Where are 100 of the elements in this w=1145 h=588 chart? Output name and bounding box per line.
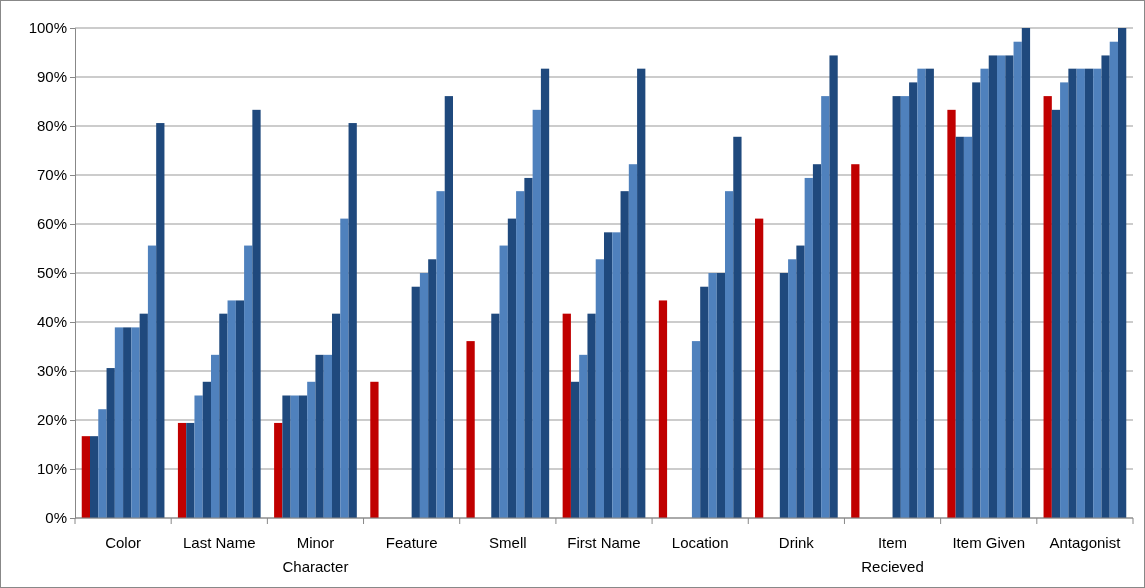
bar [963,136,973,518]
y-tick-label: 90% [36,68,67,86]
bar [587,313,596,518]
y-tick-label: 50% [36,264,67,282]
bar [779,273,789,518]
bar [997,55,1006,518]
bar [562,313,571,518]
bar [988,55,997,518]
bar [307,381,316,518]
bar [900,96,910,518]
bar [1068,68,1077,518]
bar [947,109,956,518]
bar [411,286,420,518]
bar [604,232,613,518]
bar [595,259,604,518]
bar [612,232,621,518]
bar [252,109,261,518]
y-tick-label: 70% [36,166,67,184]
bar [637,68,646,518]
bar [370,381,379,518]
x-tick-label: Last Name [183,534,256,551]
x-tick-label: Item Recieved [861,534,924,575]
bar [177,422,187,518]
bar [925,68,934,518]
x-tick-label: Antagonist [1049,534,1122,551]
bar [708,273,717,518]
bar [812,164,822,518]
bar [1076,68,1085,518]
bar [123,327,132,518]
bar [1005,55,1014,518]
bar [755,218,764,518]
bar [788,259,797,518]
bar [796,245,805,518]
bar [917,68,926,518]
bar [139,313,148,518]
bar [186,422,195,518]
bar [131,327,140,518]
bar [282,395,291,518]
bar [332,313,341,518]
bar [716,273,725,518]
bar [540,68,550,518]
bar [290,395,299,518]
x-tick-label: Minor Character [282,534,349,575]
bar [235,300,245,518]
bar [804,177,813,518]
bar [570,381,580,518]
bar [315,354,324,518]
bar [106,368,115,518]
bar [1084,68,1094,518]
y-tick-label: 10% [36,460,67,478]
bar [1118,28,1127,518]
x-tick-label: Location [671,534,729,551]
bar [524,177,533,518]
bar [444,96,453,518]
bar [821,96,830,518]
bar [194,395,203,518]
bar [1043,96,1052,518]
bar [507,218,517,518]
bar [156,123,165,518]
bar [1101,55,1110,518]
bar [298,395,308,518]
y-tick-label: 100% [28,19,67,37]
x-tick-label: First Name [567,534,641,551]
bar [340,218,349,518]
bar [691,341,701,518]
y-tick-label: 40% [36,313,67,331]
bar [1021,28,1031,518]
bar [1060,82,1069,518]
bar [620,191,629,518]
bar [499,245,508,518]
bar [579,354,588,518]
bar [516,191,525,518]
bar [628,164,638,518]
bar [491,313,500,518]
bar [114,327,124,518]
bar [227,300,236,518]
y-tick-label: 60% [36,215,67,233]
bar [829,55,838,518]
x-tick-label: Item Given [952,534,1025,551]
bar [733,136,742,518]
bar [980,68,989,518]
x-tick-label: Feature [385,534,438,551]
bar [700,286,709,518]
bar [955,136,964,518]
bar [244,245,253,518]
x-tick-label: Color [105,534,142,551]
bar [436,191,445,518]
y-tick-label: 20% [36,411,67,429]
bar [1109,41,1118,518]
bar [725,191,734,518]
x-tick-label: Drink [778,534,815,551]
bar [419,273,429,518]
bar [274,422,283,518]
bar [466,341,475,518]
bar [428,259,437,518]
bar [1051,109,1061,518]
bar [1013,41,1022,518]
y-tick-label: 30% [36,362,67,380]
bar [972,82,981,518]
bar [892,96,901,518]
